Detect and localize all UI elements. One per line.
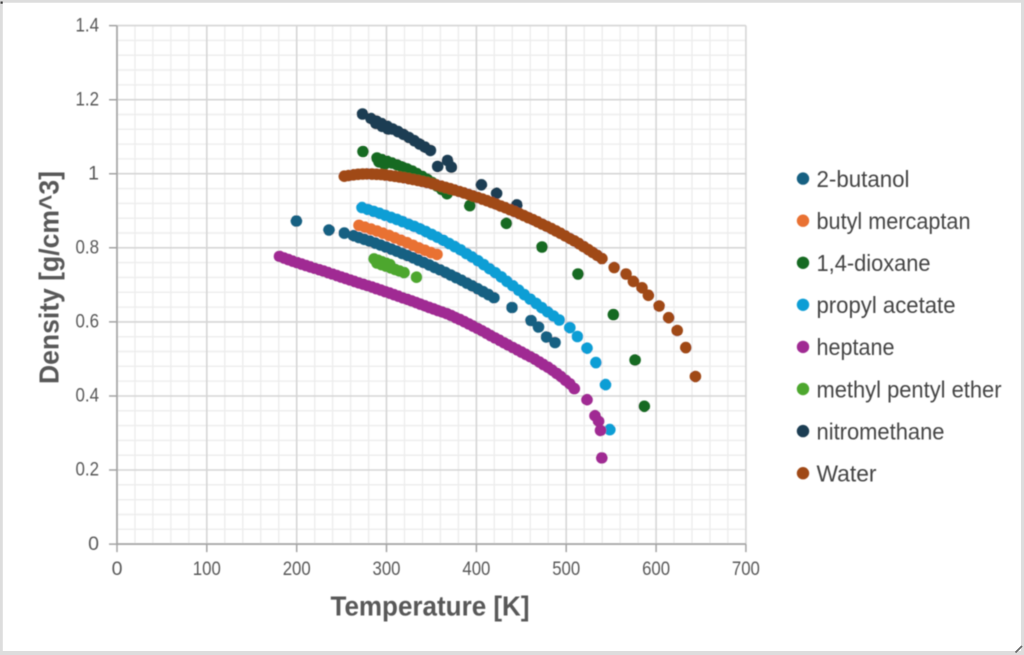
svg-text:300: 300 (373, 558, 401, 580)
svg-text:1,4-dioxane: 1,4-dioxane (817, 250, 931, 276)
svg-text:200: 200 (283, 558, 311, 580)
svg-text:methyl pentyl ether: methyl pentyl ether (817, 376, 1002, 402)
svg-text:Density [g/cm^3]: Density [g/cm^3] (34, 171, 65, 384)
svg-text:Temperature [K]: Temperature [K] (331, 591, 530, 622)
svg-text:0.8: 0.8 (76, 237, 100, 259)
svg-text:1.4: 1.4 (76, 14, 100, 36)
svg-text:0: 0 (112, 558, 123, 580)
svg-text:1.2: 1.2 (76, 88, 100, 110)
svg-text:nitromethane: nitromethane (817, 418, 945, 444)
svg-text:1: 1 (88, 162, 99, 184)
svg-text:400: 400 (462, 558, 490, 580)
svg-text:Water: Water (817, 461, 877, 487)
svg-text:propyl acetate: propyl acetate (817, 292, 956, 318)
svg-text:500: 500 (552, 558, 580, 580)
svg-text:700: 700 (732, 558, 760, 580)
svg-text:100: 100 (193, 558, 221, 580)
svg-text:0: 0 (88, 533, 99, 555)
svg-text:2-butanol: 2-butanol (817, 166, 910, 192)
svg-text:0.6: 0.6 (76, 311, 100, 333)
svg-text:600: 600 (642, 558, 670, 580)
svg-text:heptane: heptane (817, 334, 895, 360)
svg-text:0.2: 0.2 (76, 459, 100, 481)
svg-text:butyl mercaptan: butyl mercaptan (817, 208, 971, 234)
svg-text:0.4: 0.4 (76, 385, 100, 407)
